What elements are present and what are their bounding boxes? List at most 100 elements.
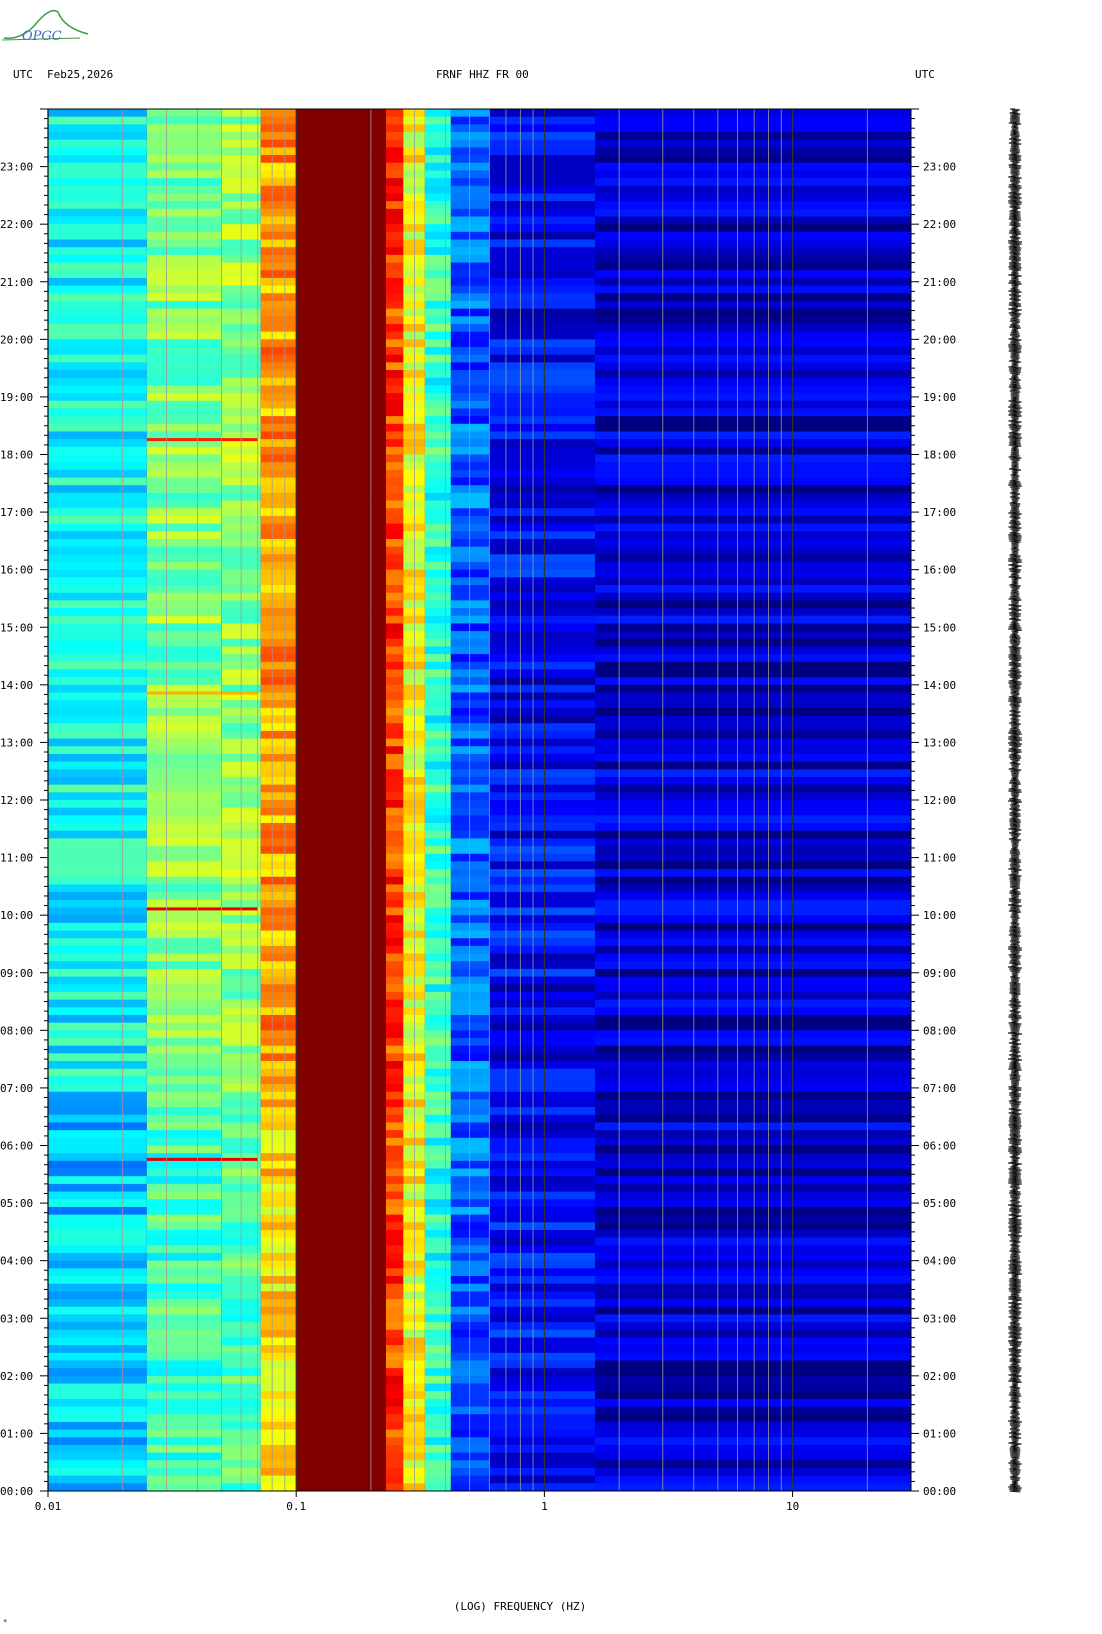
heatmap-cell <box>385 1414 404 1423</box>
right-utc-label: UTC <box>915 68 935 81</box>
heatmap-cell <box>424 938 451 947</box>
heatmap-cell <box>450 116 490 125</box>
heatmap-cell <box>260 646 297 655</box>
heatmap-cell <box>260 523 297 532</box>
heatmap-cell <box>48 293 147 302</box>
heatmap-cell <box>146 485 222 494</box>
heatmap-cell <box>385 362 404 371</box>
heatmap-cell <box>424 323 451 333</box>
heatmap-cell <box>489 730 596 739</box>
heatmap-cell <box>424 139 451 148</box>
heatmap-cell <box>385 1467 404 1477</box>
heatmap-cell <box>296 876 386 885</box>
heatmap-cell <box>403 1429 425 1438</box>
heatmap-cell <box>146 1183 222 1192</box>
heatmap-cell <box>489 316 596 325</box>
heatmap-cell <box>424 661 451 670</box>
heatmap-cell <box>595 761 911 770</box>
heatmap-cell <box>48 577 147 586</box>
heatmap-cell <box>260 1076 297 1085</box>
heatmap-cell <box>489 124 596 133</box>
heatmap-cell <box>48 300 147 310</box>
heatmap-cell <box>450 523 490 532</box>
heatmap-cell <box>260 892 297 901</box>
heatmap-cell <box>424 1329 451 1338</box>
y-tick-label-left: 12:00 <box>0 794 33 807</box>
heatmap-cell <box>489 1245 596 1254</box>
heatmap-cell <box>48 1421 147 1430</box>
heatmap-cell <box>595 477 911 486</box>
heatmap-cell <box>403 561 425 571</box>
heatmap-cell <box>385 738 404 747</box>
heatmap-cell <box>385 876 404 885</box>
heatmap-cell <box>403 224 425 233</box>
heatmap-cell <box>146 608 222 617</box>
heatmap-cell <box>385 1014 404 1024</box>
heatmap-cell <box>385 592 404 601</box>
heatmap-cell <box>385 515 404 524</box>
heatmap-cell <box>403 1467 425 1477</box>
heatmap-cell <box>385 446 404 455</box>
heatmap-cell <box>260 139 297 148</box>
heatmap-cell <box>48 316 147 325</box>
heatmap-cell <box>403 1299 425 1308</box>
heatmap-cell <box>595 162 911 171</box>
heatmap-cell <box>424 477 451 486</box>
heatmap-cell <box>595 876 911 885</box>
heatmap-cell <box>489 899 596 908</box>
heatmap-cell <box>489 922 596 931</box>
heatmap-cell <box>424 823 451 832</box>
heatmap-cell <box>424 638 451 647</box>
heatmap-cell <box>403 1444 425 1454</box>
heatmap-cell <box>260 961 297 970</box>
heatmap-cell <box>450 331 490 340</box>
heatmap-cell <box>296 362 386 371</box>
heatmap-cell <box>450 1299 490 1308</box>
heatmap-cell <box>424 1452 451 1461</box>
heatmap-cell <box>296 400 386 409</box>
heatmap-cell <box>260 1322 297 1331</box>
heatmap-cell <box>260 1122 297 1131</box>
heatmap-cell <box>450 1245 490 1254</box>
heatmap-cell <box>296 132 386 141</box>
heatmap-cell <box>385 1345 404 1354</box>
heatmap-cell <box>146 707 222 716</box>
heatmap-cell <box>489 600 596 609</box>
heatmap-cell <box>48 1368 147 1377</box>
heatmap-cell <box>450 661 490 670</box>
heatmap-cell <box>146 1061 222 1070</box>
heatmap-cell <box>403 922 425 931</box>
heatmap-cell <box>260 815 297 824</box>
heatmap-cell <box>403 945 425 954</box>
heatmap-cell <box>296 1038 386 1047</box>
heatmap-cell <box>260 477 297 486</box>
heatmap-cell <box>424 869 451 878</box>
heatmap-cell <box>146 477 222 486</box>
heatmap-cell <box>48 139 147 148</box>
heatmap-cell <box>489 1137 596 1146</box>
heatmap-cell <box>595 838 911 847</box>
heatmap-cell <box>385 546 404 555</box>
heatmap-cell <box>403 178 425 187</box>
heatmap-cell <box>424 1252 451 1262</box>
heatmap-cell <box>385 300 404 310</box>
heatmap-cell <box>48 147 147 156</box>
heatmap-cell <box>48 592 147 601</box>
y-tick-label-right: 17:00 <box>923 506 956 519</box>
heatmap-cell <box>48 178 147 187</box>
heatmap-cell <box>260 1176 297 1185</box>
heatmap-cell <box>424 109 451 118</box>
heatmap-cell <box>296 776 386 786</box>
heatmap-cell <box>424 1114 451 1123</box>
heatmap-cell <box>403 423 425 432</box>
heatmap-cell <box>450 254 490 263</box>
heatmap-cell <box>296 270 386 279</box>
heatmap-cell <box>403 469 425 478</box>
heatmap-cell <box>296 1014 386 1024</box>
heatmap-cell <box>385 569 404 578</box>
heatmap-cell <box>146 999 222 1008</box>
heatmap-cell <box>48 1206 147 1215</box>
heatmap-cell <box>260 907 297 916</box>
heatmap-cell <box>146 846 222 855</box>
heatmap-cell <box>48 1030 147 1039</box>
